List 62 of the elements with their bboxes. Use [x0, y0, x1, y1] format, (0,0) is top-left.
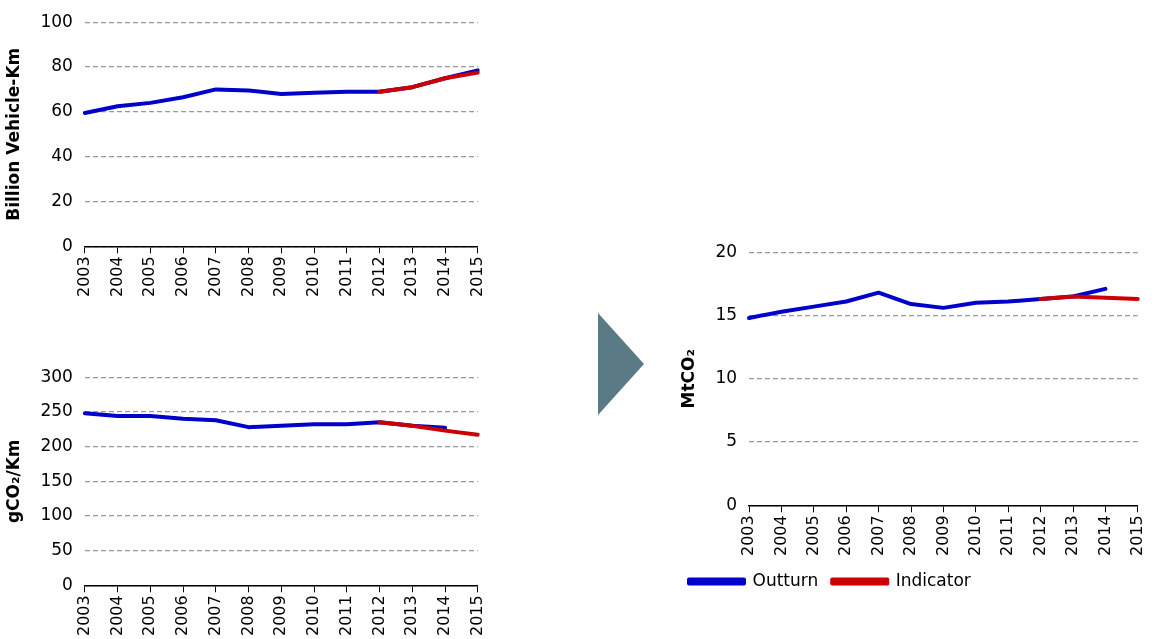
y-tick-label: 0 — [726, 493, 738, 514]
x-tick-label: 2008 — [900, 515, 920, 556]
y-tick-label: 5 — [726, 430, 738, 451]
x-tick-label: 2012 — [368, 256, 388, 297]
y-tick-label: 20 — [715, 240, 738, 261]
y-tick-label: 150 — [40, 469, 73, 490]
x-tick-label: 2011 — [335, 256, 355, 297]
x-tick-label: 2006 — [172, 256, 192, 297]
x-tick-label: 2010 — [303, 595, 323, 636]
x-tick-label: 2007 — [867, 515, 887, 556]
x-tick-label: 2012 — [368, 595, 388, 636]
x-tick-label: 2013 — [401, 256, 421, 297]
y-tick-label: 10 — [715, 367, 738, 388]
y-tick-label: 0 — [62, 234, 73, 255]
x-tick-label: 2005 — [802, 515, 822, 556]
y-tick-label: 80 — [51, 55, 73, 76]
x-tick-label: 2013 — [1062, 515, 1082, 556]
x-tick-label: 2004 — [106, 595, 126, 636]
x-tick-label: 2004 — [106, 256, 126, 297]
legend-label: Indicator — [895, 569, 971, 590]
y-tick-label: 200 — [40, 434, 73, 455]
x-tick-label: 2009 — [932, 515, 952, 556]
x-tick-label: 2014 — [434, 595, 454, 636]
y-axis-title: MtCO₂ — [677, 349, 698, 409]
x-tick-label: 2011 — [335, 595, 355, 636]
x-tick-label: 2015 — [1126, 515, 1146, 556]
legend-label: Outturn — [752, 569, 819, 590]
y-tick-label: 100 — [40, 504, 73, 525]
y-tick-label: 60 — [51, 100, 73, 121]
x-tick-label: 2015 — [466, 256, 486, 297]
x-tick-label: 2008 — [237, 256, 257, 297]
x-tick-label: 2007 — [204, 256, 224, 297]
x-tick-label: 2006 — [835, 515, 855, 556]
x-tick-label: 2003 — [74, 256, 93, 297]
x-tick-label: 2006 — [172, 595, 192, 636]
x-tick-label: 2005 — [139, 595, 159, 636]
x-tick-label: 2003 — [738, 515, 758, 556]
y-tick-label: 250 — [40, 400, 73, 421]
x-tick-label: 2010 — [964, 515, 984, 556]
y-tick-label: 40 — [51, 145, 73, 166]
y-tick-label: 20 — [51, 189, 73, 210]
x-tick-label: 2009 — [270, 256, 290, 297]
x-tick-label: 2015 — [466, 595, 486, 636]
y-tick-label: 50 — [51, 539, 73, 560]
x-tick-label: 2010 — [303, 256, 323, 297]
x-tick-label: 2012 — [1029, 515, 1049, 556]
y-tick-label: 0 — [62, 573, 73, 594]
y-tick-label: 15 — [715, 303, 738, 324]
x-tick-label: 2011 — [997, 515, 1017, 556]
y-axis-title: Billion Vehicle-Km — [2, 47, 23, 221]
x-tick-label: 2014 — [434, 256, 454, 297]
y-tick-label: 300 — [40, 365, 73, 386]
y-axis-title: gCO₂/Km — [2, 439, 23, 524]
x-tick-label: 2009 — [270, 595, 290, 636]
x-tick-label: 2005 — [139, 256, 159, 297]
y-tick-label: 100 — [40, 10, 73, 31]
x-tick-label: 2013 — [401, 595, 421, 636]
x-tick-label: 2003 — [74, 595, 93, 636]
x-tick-label: 2004 — [770, 515, 790, 556]
x-tick-label: 2007 — [204, 595, 224, 636]
x-tick-label: 2014 — [1094, 515, 1114, 556]
x-tick-label: 2008 — [237, 595, 257, 636]
